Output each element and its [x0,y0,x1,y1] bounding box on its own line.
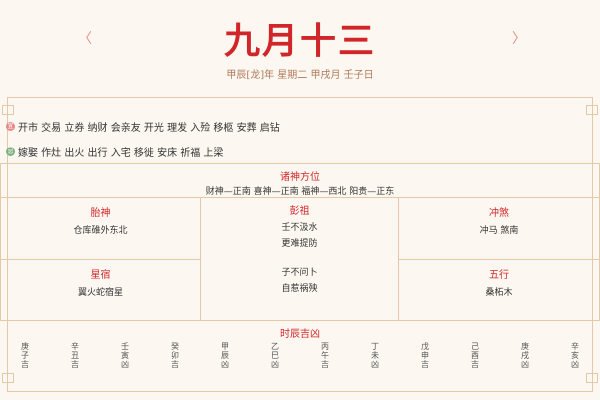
hour-item: 丁未凶 [371,342,379,369]
ji-row: 忌 嫁娶 作灶 出火 出行 入宅 移徙 安床 祈福 上梁 [6,144,223,159]
hour-item: 辛亥凶 [571,342,579,369]
hours-title-text: 时辰吉凶 [280,329,320,340]
yi-text: 开市 交易 立券 纳财 会亲友 开光 理发 入殓 移柩 安葬 启钻 [18,123,280,134]
gods-title: 诸神方位 [280,172,320,183]
gods-direction-section: 诸神方位 财神—正南 喜神—正南 福神—西北 阳贵—正东 [0,163,600,198]
taishen-text: 仓库碓外东北 [73,226,128,236]
corner-ornament [2,373,14,383]
wuxing-cell: 五行 桑柘木 [398,259,600,321]
xingxiu-text: 翼火蛇宿星 [77,288,123,298]
chongsha-cell: 冲煞 冲马 煞南 [398,197,600,260]
yi-icon: 宜 [6,122,15,131]
pengzu-title: 彭祖 [289,206,310,217]
pengzu-line: 子不问卜 [281,268,318,278]
ji-icon: 忌 [6,147,15,156]
hour-item: 戊申吉 [421,342,429,369]
hours-title: 时辰吉凶 [0,325,600,344]
taishen-cell: 胎神 仓库碓外东北 [0,197,201,260]
chongsha-title: 冲煞 [489,208,509,219]
pengzu-line: 更难提防 [281,239,318,249]
hour-item: 丙午吉 [321,342,329,369]
hour-item: 壬寅凶 [121,342,129,369]
prev-day-button[interactable]: 〈 [78,31,92,47]
corner-ornament [2,105,14,115]
lunar-date-title: 九月十三 [223,20,376,62]
wuxing-title: 五行 [489,270,509,281]
corner-ornament [586,105,598,115]
yi-row: 宜 开市 交易 立券 纳财 会亲友 开光 理发 入殓 移柩 安葬 启钻 [6,119,280,134]
pengzu-cell: 彭祖 壬不汲水 更难提防 子不问卜 自惹祸殃 [200,197,399,321]
hour-item: 庚戌凶 [521,342,529,369]
next-day-button[interactable]: 〉 [512,31,526,47]
xingxiu-title: 星宿 [90,270,111,281]
pengzu-line: 壬不汲水 [281,223,318,233]
hour-item: 辛丑吉 [71,342,79,369]
xingxiu-cell: 星宿 翼火蛇宿星 [0,259,201,321]
hour-item: 癸卯吉 [171,342,179,369]
gods-text: 财神—正南 喜神—正南 福神—西北 阳贵—正东 [205,187,395,197]
wuxing-text: 桑柘木 [485,288,513,298]
chongsha-text: 冲马 煞南 [479,226,519,236]
frame-top-border [7,97,593,98]
taishen-title: 胎神 [90,208,111,219]
date-subtitle: 甲辰[龙]年 星期二 甲戌月 壬子日 [226,70,374,81]
hour-item: 乙巳凶 [271,342,279,369]
hour-item: 庚子吉 [21,342,29,369]
almanac-frame [7,97,593,392]
hours-list: 庚子吉 辛丑吉 壬寅凶 癸卯吉 甲辰凶 乙巳凶 丙午吉 丁未凶 戊申吉 己酉吉 … [20,342,580,369]
frame-bottom-border [7,391,593,392]
pengzu-line: 自惹祸殃 [281,284,318,294]
hour-item: 甲辰凶 [221,342,229,369]
corner-ornament [586,373,598,383]
ji-text: 嫁娶 作灶 出火 出行 入宅 移徙 安床 祈福 上梁 [18,148,224,159]
hour-item: 己酉吉 [471,342,479,369]
